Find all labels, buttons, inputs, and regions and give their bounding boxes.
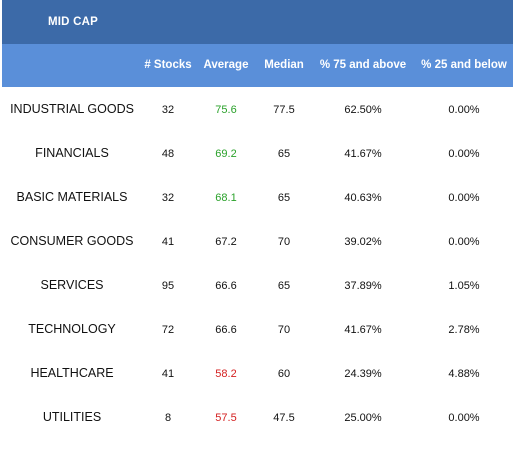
average-value: 68.1 bbox=[215, 192, 237, 204]
table-title: MID CAP bbox=[48, 16, 98, 28]
table-row: HEALTHCARE 41 58.2 60 24.39% 4.88% bbox=[2, 364, 513, 408]
sector-name: SERVICES bbox=[40, 278, 104, 292]
table-row: BASIC MATERIALS 32 68.1 65 40.63% 0.00% bbox=[2, 188, 513, 232]
stock-count: 48 bbox=[161, 148, 175, 160]
average-value: 69.2 bbox=[215, 148, 237, 160]
above-75-value: 40.63% bbox=[344, 192, 382, 204]
table-row: TECHNOLOGY 72 66.6 70 41.67% 2.78% bbox=[2, 320, 513, 364]
table-row: INDUSTRIAL GOODS 32 75.6 77.5 62.50% 0.00% bbox=[2, 100, 513, 144]
average-value: 67.2 bbox=[215, 236, 237, 248]
stock-count: 41 bbox=[161, 236, 175, 248]
median-value: 77.5 bbox=[273, 104, 295, 116]
average-value: 75.6 bbox=[215, 104, 237, 116]
column-header-above-75: % 75 and above bbox=[319, 59, 407, 71]
table-header-row: # Stocks Average Median % 75 and above %… bbox=[2, 44, 513, 87]
column-header-median: Median bbox=[264, 59, 304, 71]
median-value: 65 bbox=[277, 280, 291, 292]
above-75-value: 37.89% bbox=[344, 280, 382, 292]
table-row: FINANCIALS 48 69.2 65 41.67% 0.00% bbox=[2, 144, 513, 188]
median-value: 70 bbox=[277, 236, 291, 248]
sector-name: FINANCIALS bbox=[35, 146, 109, 160]
sector-name: UTILITIES bbox=[42, 410, 102, 424]
above-75-value: 39.02% bbox=[344, 236, 382, 248]
median-value: 65 bbox=[277, 192, 291, 204]
table-title-bar: MID CAP bbox=[2, 0, 513, 44]
average-value: 58.2 bbox=[215, 368, 237, 380]
median-value: 60 bbox=[277, 368, 291, 380]
below-25-value: 0.00% bbox=[448, 104, 480, 116]
stock-count: 72 bbox=[161, 324, 175, 336]
stock-count: 41 bbox=[161, 368, 175, 380]
median-value: 65 bbox=[277, 148, 291, 160]
sector-name: HEALTHCARE bbox=[30, 366, 114, 380]
midcap-table: MID CAP # Stocks Average Median % 75 and… bbox=[2, 0, 513, 424]
above-75-value: 25.00% bbox=[344, 412, 382, 424]
sector-name: CONSUMER GOODS bbox=[10, 234, 134, 248]
above-75-value: 41.67% bbox=[344, 324, 382, 336]
sector-name: BASIC MATERIALS bbox=[16, 190, 128, 204]
below-25-value: 0.00% bbox=[448, 236, 480, 248]
column-header-below-25: % 25 and below bbox=[421, 59, 507, 71]
stock-count: 95 bbox=[161, 280, 175, 292]
average-value: 57.5 bbox=[215, 412, 237, 424]
median-value: 70 bbox=[277, 324, 291, 336]
above-75-value: 24.39% bbox=[344, 368, 382, 380]
below-25-value: 0.00% bbox=[448, 148, 480, 160]
sector-name: INDUSTRIAL GOODS bbox=[10, 102, 134, 116]
column-header-average: Average bbox=[203, 59, 249, 71]
stock-count: 32 bbox=[161, 192, 175, 204]
table-row: CONSUMER GOODS 41 67.2 70 39.02% 0.00% bbox=[2, 232, 513, 276]
stock-count: 8 bbox=[164, 412, 172, 424]
below-25-value: 0.00% bbox=[448, 192, 480, 204]
column-header-stocks: # Stocks bbox=[144, 59, 192, 71]
average-value: 66.6 bbox=[215, 280, 237, 292]
table-row: SERVICES 95 66.6 65 37.89% 1.05% bbox=[2, 276, 513, 320]
median-value: 47.5 bbox=[273, 412, 295, 424]
above-75-value: 41.67% bbox=[344, 148, 382, 160]
stock-count: 32 bbox=[161, 104, 175, 116]
below-25-value: 1.05% bbox=[448, 280, 480, 292]
below-25-value: 0.00% bbox=[448, 412, 480, 424]
average-value: 66.6 bbox=[215, 324, 237, 336]
below-25-value: 4.88% bbox=[448, 368, 480, 380]
sector-name: TECHNOLOGY bbox=[28, 322, 116, 336]
table-row: UTILITIES 8 57.5 47.5 25.00% 0.00% bbox=[2, 408, 513, 452]
above-75-value: 62.50% bbox=[344, 104, 382, 116]
below-25-value: 2.78% bbox=[448, 324, 480, 336]
